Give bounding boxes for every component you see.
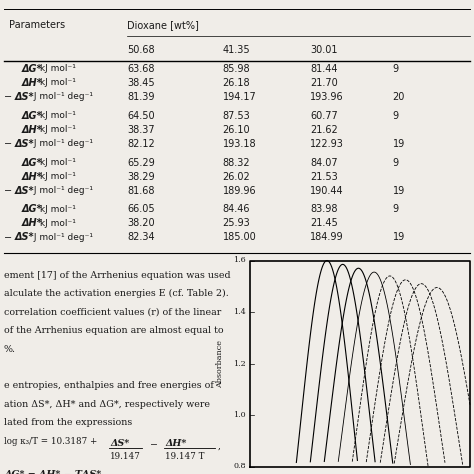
Text: Dioxane [wt%]: Dioxane [wt%] bbox=[128, 20, 200, 30]
Text: 0.8: 0.8 bbox=[234, 463, 246, 471]
Text: kJ mol⁻¹: kJ mol⁻¹ bbox=[37, 205, 76, 214]
Text: 38.29: 38.29 bbox=[128, 172, 155, 182]
Text: ΔH*: ΔH* bbox=[21, 172, 42, 182]
Text: 38.45: 38.45 bbox=[128, 78, 155, 88]
Text: Absorbance: Absorbance bbox=[216, 339, 224, 388]
Text: 9: 9 bbox=[392, 204, 399, 215]
Text: 21.62: 21.62 bbox=[310, 125, 338, 135]
Text: ΔS*: ΔS* bbox=[15, 185, 35, 195]
Text: ΔG*: ΔG* bbox=[21, 204, 42, 215]
Text: ΔG*: ΔG* bbox=[21, 110, 42, 120]
Text: 85.98: 85.98 bbox=[222, 64, 250, 73]
Text: 19: 19 bbox=[392, 233, 405, 243]
Text: 122.93: 122.93 bbox=[310, 138, 344, 148]
Text: 82.34: 82.34 bbox=[128, 233, 155, 243]
Text: 84.46: 84.46 bbox=[222, 204, 250, 215]
Text: ement [17] of the Arrhenius equation was used: ement [17] of the Arrhenius equation was… bbox=[4, 271, 231, 280]
Text: e entropies, enthalpies and free energies of: e entropies, enthalpies and free energie… bbox=[4, 382, 214, 391]
Text: 60.77: 60.77 bbox=[310, 110, 338, 120]
Text: 25.93: 25.93 bbox=[222, 219, 250, 228]
Text: −: − bbox=[4, 138, 12, 148]
Text: ΔH*: ΔH* bbox=[21, 78, 42, 88]
Text: 19.147 T: 19.147 T bbox=[165, 452, 204, 461]
Text: 1.4: 1.4 bbox=[233, 308, 246, 316]
Text: J mol⁻¹ deg⁻¹: J mol⁻¹ deg⁻¹ bbox=[31, 92, 93, 101]
Text: 87.53: 87.53 bbox=[222, 110, 250, 120]
Text: ,: , bbox=[218, 442, 220, 451]
Text: 38.20: 38.20 bbox=[128, 219, 155, 228]
Text: 21.53: 21.53 bbox=[310, 172, 338, 182]
Text: alculate the activation energies E (cf. Table 2).: alculate the activation energies E (cf. … bbox=[4, 289, 229, 298]
Text: kJ mol⁻¹: kJ mol⁻¹ bbox=[37, 125, 76, 134]
Text: 66.05: 66.05 bbox=[128, 204, 155, 215]
Text: ΔG*: ΔG* bbox=[21, 157, 42, 167]
Text: 83.98: 83.98 bbox=[310, 204, 337, 215]
Text: 21.45: 21.45 bbox=[310, 219, 338, 228]
Text: of the Arrhenius equation are almost equal to: of the Arrhenius equation are almost equ… bbox=[4, 326, 224, 335]
Text: correlation coefficient values (r) of the linear: correlation coefficient values (r) of th… bbox=[4, 308, 221, 317]
Text: log κ₃/T = 10.3187 +: log κ₃/T = 10.3187 + bbox=[4, 437, 97, 446]
Text: ΔS*: ΔS* bbox=[15, 91, 35, 101]
Text: ΔG* = ΔH* − TΔS*,: ΔG* = ΔH* − TΔS*, bbox=[4, 470, 104, 474]
Text: 38.37: 38.37 bbox=[128, 125, 155, 135]
Text: kJ mol⁻¹: kJ mol⁻¹ bbox=[37, 78, 76, 87]
Text: 190.44: 190.44 bbox=[310, 185, 344, 195]
Text: 19: 19 bbox=[392, 138, 405, 148]
Text: 1.6: 1.6 bbox=[233, 256, 246, 264]
Text: ΔH*: ΔH* bbox=[21, 125, 42, 135]
Text: 64.50: 64.50 bbox=[128, 110, 155, 120]
Text: 9: 9 bbox=[392, 110, 399, 120]
Text: ΔS*: ΔS* bbox=[110, 439, 129, 448]
Text: ΔH*: ΔH* bbox=[21, 219, 42, 228]
Text: 50.68: 50.68 bbox=[128, 45, 155, 55]
Text: 63.68: 63.68 bbox=[128, 64, 155, 73]
Text: ΔG*: ΔG* bbox=[21, 64, 42, 73]
Text: 19.147: 19.147 bbox=[110, 452, 141, 461]
Text: 20: 20 bbox=[392, 91, 405, 101]
Text: 26.10: 26.10 bbox=[222, 125, 250, 135]
Text: 81.68: 81.68 bbox=[128, 185, 155, 195]
Text: ΔS*: ΔS* bbox=[15, 233, 35, 243]
Text: −: − bbox=[4, 185, 12, 195]
Text: 1.0: 1.0 bbox=[233, 411, 246, 419]
Text: kJ mol⁻¹: kJ mol⁻¹ bbox=[37, 64, 76, 73]
Text: 81.44: 81.44 bbox=[310, 64, 337, 73]
Text: ation ΔS*, ΔH* and ΔG*, respectively were: ation ΔS*, ΔH* and ΔG*, respectively wer… bbox=[4, 400, 210, 409]
Text: kJ mol⁻¹: kJ mol⁻¹ bbox=[37, 172, 76, 181]
Text: 189.96: 189.96 bbox=[222, 185, 256, 195]
Text: kJ mol⁻¹: kJ mol⁻¹ bbox=[37, 158, 76, 167]
Text: ΔS*: ΔS* bbox=[15, 138, 35, 148]
Text: J mol⁻¹ deg⁻¹: J mol⁻¹ deg⁻¹ bbox=[31, 186, 93, 195]
Text: 1.2: 1.2 bbox=[233, 359, 246, 367]
Text: 9: 9 bbox=[392, 64, 399, 73]
Text: 9: 9 bbox=[392, 157, 399, 167]
Text: 21.70: 21.70 bbox=[310, 78, 338, 88]
Text: ΔH*: ΔH* bbox=[165, 439, 186, 448]
Text: lated from the expressions: lated from the expressions bbox=[4, 419, 132, 428]
Text: 88.32: 88.32 bbox=[222, 157, 250, 167]
Text: 26.18: 26.18 bbox=[222, 78, 250, 88]
Text: J mol⁻¹ deg⁻¹: J mol⁻¹ deg⁻¹ bbox=[31, 233, 93, 242]
Text: 41.35: 41.35 bbox=[222, 45, 250, 55]
Text: 194.17: 194.17 bbox=[222, 91, 256, 101]
Text: −: − bbox=[4, 233, 12, 243]
Text: 81.39: 81.39 bbox=[128, 91, 155, 101]
Text: −: − bbox=[150, 439, 158, 448]
Text: 184.99: 184.99 bbox=[310, 233, 344, 243]
Text: 26.02: 26.02 bbox=[222, 172, 250, 182]
Text: 82.12: 82.12 bbox=[128, 138, 155, 148]
Text: kJ mol⁻¹: kJ mol⁻¹ bbox=[37, 219, 76, 228]
Text: 65.29: 65.29 bbox=[128, 157, 155, 167]
Text: %.: %. bbox=[4, 345, 16, 354]
Text: kJ mol⁻¹: kJ mol⁻¹ bbox=[37, 111, 76, 120]
Text: −: − bbox=[4, 91, 12, 101]
Text: 84.07: 84.07 bbox=[310, 157, 337, 167]
Text: Parameters: Parameters bbox=[9, 20, 65, 30]
Text: 193.18: 193.18 bbox=[222, 138, 256, 148]
Text: J mol⁻¹ deg⁻¹: J mol⁻¹ deg⁻¹ bbox=[31, 139, 93, 148]
Text: 185.00: 185.00 bbox=[222, 233, 256, 243]
Text: 30.01: 30.01 bbox=[310, 45, 337, 55]
Text: 193.96: 193.96 bbox=[310, 91, 344, 101]
Text: 19: 19 bbox=[392, 185, 405, 195]
